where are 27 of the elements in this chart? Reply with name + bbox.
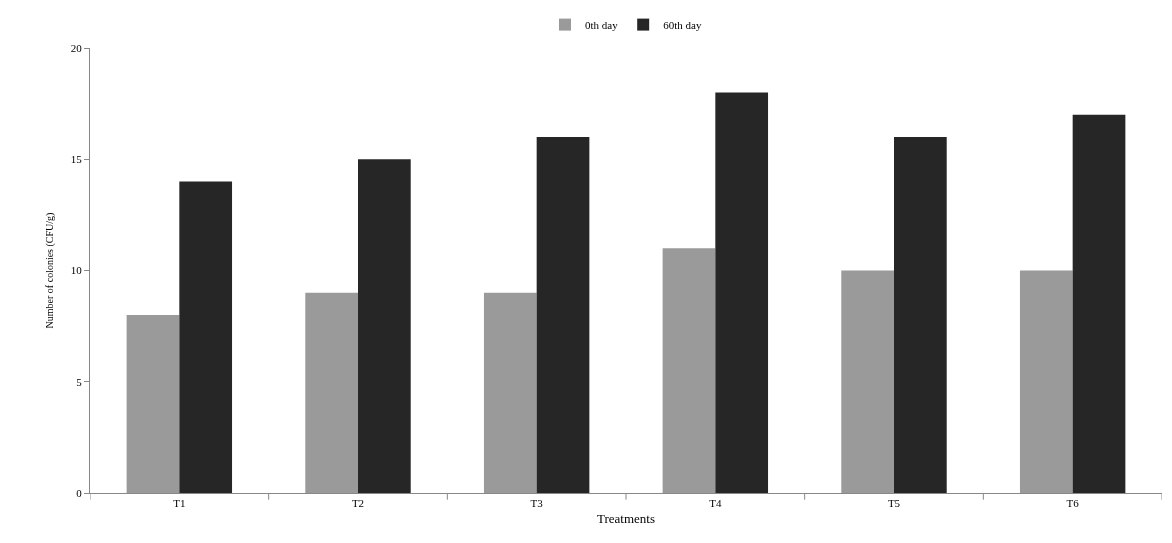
bar — [179, 181, 233, 493]
bar — [1072, 114, 1126, 493]
x-tick-label: T1 — [173, 497, 186, 510]
x-tick-label: T5 — [887, 497, 901, 510]
bar — [126, 315, 180, 493]
bar — [536, 137, 590, 493]
legend-label: 60th day — [663, 18, 702, 31]
x-tick-label: T6 — [1066, 497, 1080, 510]
bar — [662, 248, 716, 493]
y-tick-label: 0 — [76, 486, 83, 499]
bar — [305, 292, 358, 493]
y-tick-label: 20 — [70, 41, 83, 54]
y-tick-label: 15 — [70, 153, 83, 166]
bar — [894, 137, 947, 493]
bar — [715, 92, 769, 493]
bar — [841, 270, 894, 493]
bar — [483, 292, 537, 493]
legend-label: 0th day — [585, 18, 619, 31]
y-axis-title: Number of colonies (CFU/g) — [43, 212, 56, 329]
x-tick-label: T3 — [530, 497, 544, 510]
x-tick-label: T2 — [351, 497, 365, 510]
x-axis-title: Treatments — [596, 510, 656, 526]
y-tick-label: 10 — [70, 264, 83, 277]
bar — [358, 159, 411, 493]
bar — [1019, 270, 1073, 493]
x-tick-label: T4 — [709, 497, 722, 510]
y-tick-label: 5 — [76, 375, 83, 388]
